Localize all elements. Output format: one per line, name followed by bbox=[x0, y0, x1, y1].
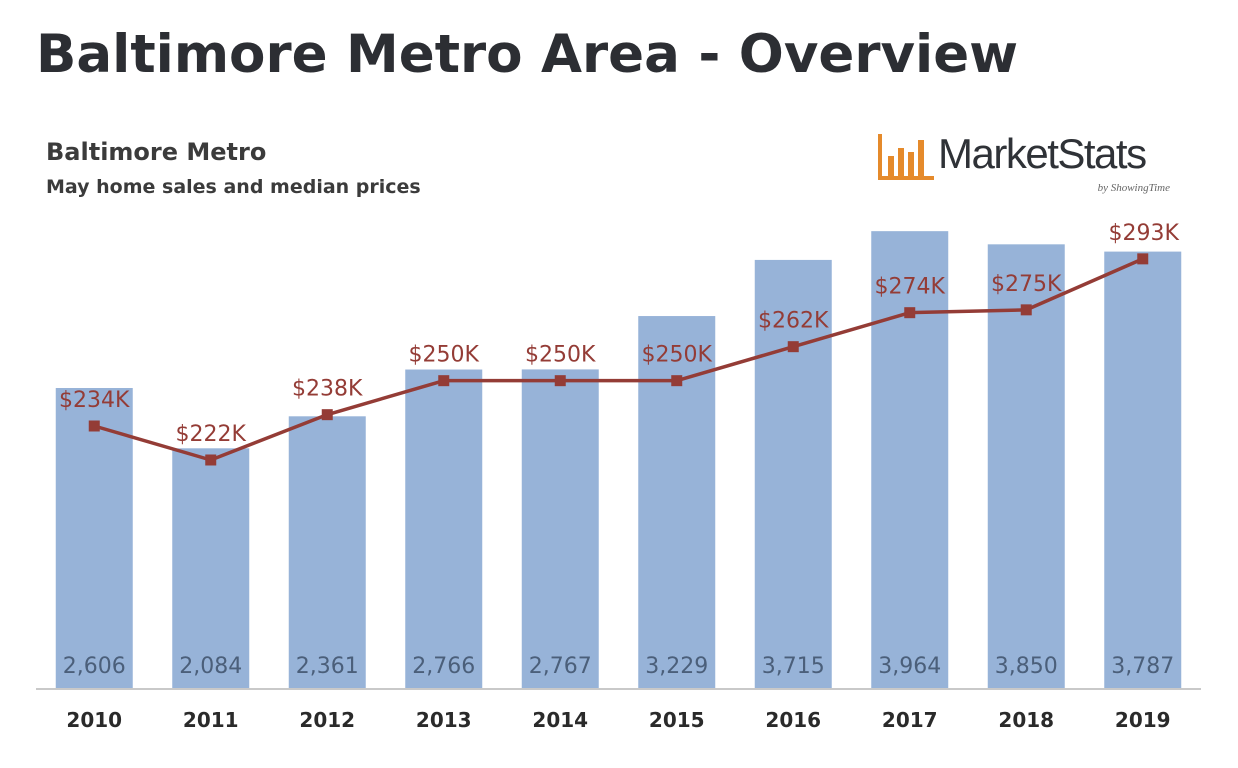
brand-logo: MarketStats by ShowingTime bbox=[876, 128, 1176, 208]
x-tick-label-2010: 2010 bbox=[66, 708, 122, 732]
bar-value-label-2018: 3,850 bbox=[995, 654, 1058, 679]
price-marker-2010 bbox=[88, 420, 100, 432]
x-tick-label-2018: 2018 bbox=[998, 708, 1054, 732]
bar-value-label-2012: 2,361 bbox=[296, 654, 359, 679]
price-marker-2018 bbox=[1020, 304, 1032, 316]
price-label-2013: $250K bbox=[409, 343, 480, 368]
price-label-2014: $250K bbox=[525, 343, 596, 368]
price-label-2011: $222K bbox=[176, 422, 247, 447]
price-label-2015: $250K bbox=[642, 343, 713, 368]
price-marker-2011 bbox=[205, 454, 217, 466]
bar-chart-logo-icon bbox=[878, 134, 934, 180]
bar-2011 bbox=[172, 448, 250, 689]
bar-value-label-2016: 3,715 bbox=[762, 654, 825, 679]
bar-2013 bbox=[405, 369, 483, 689]
bar-value-label-2013: 2,766 bbox=[412, 654, 475, 679]
bar-2014 bbox=[521, 369, 599, 689]
x-tick-label-2019: 2019 bbox=[1115, 708, 1171, 732]
price-label-2019: $293K bbox=[1109, 221, 1180, 246]
x-tick-label-2013: 2013 bbox=[416, 708, 472, 732]
bar-value-label-2017: 3,964 bbox=[878, 654, 941, 679]
bar-value-label-2010: 2,606 bbox=[63, 654, 126, 679]
x-tick-label-2017: 2017 bbox=[882, 708, 938, 732]
median-price-line bbox=[93, 257, 1144, 462]
x-tick-label-2012: 2012 bbox=[299, 708, 355, 732]
price-label-2018: $275K bbox=[991, 272, 1062, 297]
bar-2016 bbox=[754, 259, 832, 689]
brand-name: MarketStats bbox=[938, 130, 1147, 177]
price-label-2012: $238K bbox=[292, 377, 363, 402]
price-marker-2016 bbox=[787, 341, 799, 353]
price-label-2010: $234K bbox=[59, 388, 130, 413]
x-tick-label-2015: 2015 bbox=[649, 708, 705, 732]
price-label-2016: $262K bbox=[758, 309, 829, 334]
chart-subtitle: May home sales and median prices bbox=[46, 176, 421, 198]
price-marker-2013 bbox=[438, 375, 450, 387]
bar-2018 bbox=[987, 244, 1065, 689]
x-tick-label-2016: 2016 bbox=[765, 708, 821, 732]
bar-value-label-2011: 2,084 bbox=[179, 654, 242, 679]
bar-value-label-2014: 2,767 bbox=[529, 654, 592, 679]
bar-value-label-2019: 3,787 bbox=[1111, 654, 1174, 679]
bar-2012 bbox=[288, 416, 366, 689]
x-tick-label-2014: 2014 bbox=[532, 708, 588, 732]
page-title: Baltimore Metro Area - Overview bbox=[36, 24, 1019, 85]
bar-2010 bbox=[55, 388, 133, 689]
price-marker-2014 bbox=[554, 375, 566, 387]
price-label-2017: $274K bbox=[875, 275, 946, 300]
price-marker-2017 bbox=[904, 307, 916, 319]
bar-2019 bbox=[1104, 251, 1182, 689]
brand-byline: by ShowingTime bbox=[1097, 182, 1170, 194]
bar-2017 bbox=[871, 231, 949, 689]
price-marker-2012 bbox=[321, 409, 333, 421]
price-marker-2015 bbox=[671, 375, 683, 387]
chart-title: Baltimore Metro bbox=[46, 138, 267, 166]
x-tick-label-2011: 2011 bbox=[183, 708, 239, 732]
bar-value-label-2015: 3,229 bbox=[645, 654, 708, 679]
price-marker-2019 bbox=[1137, 253, 1149, 265]
